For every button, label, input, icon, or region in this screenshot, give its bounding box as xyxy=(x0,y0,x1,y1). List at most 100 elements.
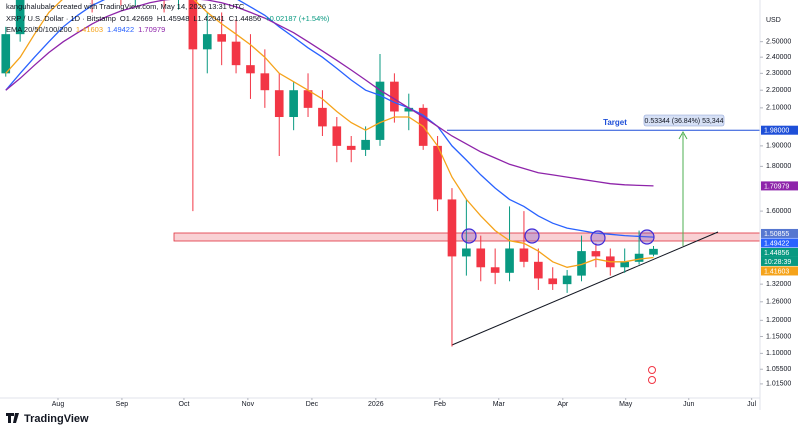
symbol: XRP / U.S. Dollar · 1D · Bitstamp xyxy=(6,14,116,23)
support-trendline xyxy=(451,231,719,346)
y-tick-label: 1.32000 xyxy=(766,281,791,288)
ema-price-label-box xyxy=(761,238,798,248)
candle-body xyxy=(346,145,356,150)
candle-body xyxy=(591,251,601,257)
price-marker: 1.98000 xyxy=(764,128,789,135)
candle-body xyxy=(476,248,486,268)
currency: USD xyxy=(766,17,781,24)
y-tick-label: 1.80000 xyxy=(766,163,791,170)
candle-body xyxy=(318,107,327,127)
candle-body xyxy=(246,65,255,74)
event-icon xyxy=(648,376,656,384)
y-tick-label: 2.20000 xyxy=(766,87,791,94)
candle-body xyxy=(534,261,543,279)
candle-body xyxy=(231,41,241,66)
x-tick-label: May xyxy=(619,401,633,408)
y-tick-label: 1.15000 xyxy=(766,333,791,340)
candle-body xyxy=(404,107,414,112)
arrow-head xyxy=(678,130,688,140)
candle-body xyxy=(649,248,658,255)
y-tick-label: 2.10000 xyxy=(766,105,791,112)
brand-logo xyxy=(6,413,19,423)
ema-legend-label: EMA 20/50/100/200 xyxy=(6,25,72,34)
x-tick-label: Dec xyxy=(306,401,319,408)
y-tick-label: 1.60000 xyxy=(766,208,791,215)
ema-line xyxy=(5,0,654,187)
ema-price-label-box xyxy=(761,181,798,191)
brand: TradingView xyxy=(24,413,89,425)
touch-circle xyxy=(461,228,477,244)
x-tick-label: 2026 xyxy=(368,401,384,408)
resistance-zone xyxy=(173,232,760,242)
x-tick-label: Nov xyxy=(242,401,255,408)
candle-body xyxy=(433,145,442,200)
ema-line xyxy=(5,0,654,238)
y-tick-label: 1.20000 xyxy=(766,317,791,324)
ohlc-value: C1.44856 xyxy=(229,14,262,23)
touch-circle xyxy=(590,230,606,246)
candle-body xyxy=(289,90,298,118)
candle-body xyxy=(1,34,11,74)
candle-body xyxy=(548,278,558,285)
candle-body xyxy=(490,267,500,273)
y-tick-label: 2.50000 xyxy=(766,39,791,46)
price-marker-box xyxy=(761,125,798,135)
candle-body xyxy=(447,199,457,257)
touch-circle xyxy=(524,228,540,244)
ohlc-value: H1.45948 xyxy=(157,14,190,23)
y-tick-label: 2.30000 xyxy=(766,70,791,77)
price-marker: 1.50855 xyxy=(764,231,789,238)
y-tick-label: 1.26000 xyxy=(766,299,791,306)
plot-area xyxy=(1,0,760,347)
y-tick-label: 1.01500 xyxy=(766,381,791,388)
candle-body xyxy=(562,275,572,285)
candle-body xyxy=(217,34,226,42)
ema-price-label-box xyxy=(761,266,798,276)
last-price-label-box xyxy=(761,247,798,257)
candle-body xyxy=(274,90,284,118)
ema-legend-value: 1.49422 xyxy=(107,25,134,34)
candle-body xyxy=(505,248,514,273)
candle-body xyxy=(375,81,385,140)
ema-price-label: 1.49422 xyxy=(764,240,789,247)
candle-body xyxy=(260,73,270,91)
y-tick-label: 2.40000 xyxy=(766,54,791,61)
candle-body xyxy=(634,253,644,262)
ema-legend-value: 1.70979 xyxy=(138,25,165,34)
candle-body xyxy=(390,81,399,112)
countdown: 10:28:39 xyxy=(764,259,791,266)
price-marker-box xyxy=(761,228,798,238)
countdown-box xyxy=(761,256,798,266)
ohlc-value: +0.02187 (+1.54%) xyxy=(265,14,330,23)
ema-price-label: 1.41603 xyxy=(764,268,789,275)
candle-body xyxy=(202,34,212,50)
ohlc-value: O1.42669 xyxy=(120,14,153,23)
candle-body xyxy=(620,261,630,268)
annotations: 0.53344 (36.84%) 53,344 Target xyxy=(461,114,725,384)
measure-label: 0.53344 (36.84%) 53,344 xyxy=(644,118,723,125)
measure-box xyxy=(643,114,725,127)
x-tick-label: Jun xyxy=(683,401,694,408)
x-tick-label: Sep xyxy=(116,401,129,408)
x-tick-label: Jul xyxy=(747,401,756,408)
ohlc-value: L1.42041 xyxy=(193,14,224,23)
candle-body xyxy=(188,0,198,50)
candle-body xyxy=(577,251,586,276)
x-tick-label: Aug xyxy=(52,401,65,408)
candle-body xyxy=(462,248,471,257)
candle-body xyxy=(519,248,529,262)
candle-body xyxy=(361,139,370,150)
ema-line xyxy=(5,0,654,268)
candle-body xyxy=(15,0,25,35)
x-tick-label: Feb xyxy=(434,401,446,408)
touch-circle xyxy=(639,229,655,245)
x-tick-label: Mar xyxy=(493,401,506,408)
target-label: Target xyxy=(603,118,627,127)
y-tick-label: 1.90000 xyxy=(766,143,791,150)
event-icon xyxy=(648,366,656,374)
candle-body xyxy=(332,126,342,146)
y-tick-label: 1.10000 xyxy=(766,350,791,357)
